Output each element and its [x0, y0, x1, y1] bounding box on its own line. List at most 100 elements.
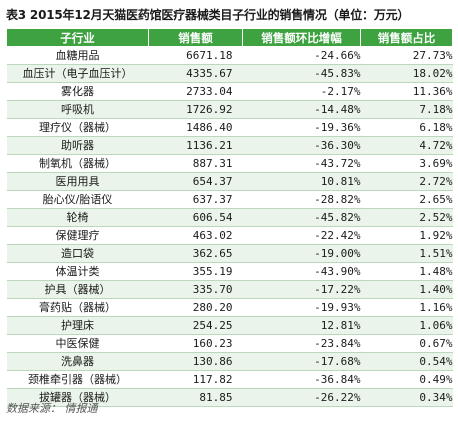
table-row: 中医保健 160.23 -23.84% 0.67% [6, 334, 453, 353]
cell-share: 1.51% [360, 244, 453, 263]
table-row: 助听器 1136.21 -36.30% 4.72% [6, 136, 453, 155]
sales-table: 子行业 销售额 销售额环比增幅 销售额占比 血糖用品 6671.18 -24.66%… [6, 28, 453, 407]
cell-category: 血压计（电子血压计） [6, 64, 149, 83]
cell-sales: 160.23 [148, 334, 243, 353]
cell-category: 护具（器械） [6, 280, 149, 299]
cell-category: 胎心仪/胎语仪 [6, 190, 149, 209]
cell-category: 护理床 [6, 316, 149, 335]
cell-category: 轮椅 [6, 208, 149, 227]
cell-category: 助听器 [6, 136, 149, 155]
cell-share: 0.34% [360, 388, 453, 407]
cell-sales: 335.70 [148, 280, 243, 299]
cell-sales: 362.65 [148, 244, 243, 263]
table-row: 拔罐器（器械） 81.85 -26.22% 0.34% [6, 388, 453, 407]
cell-mom-growth: -43.90% [242, 262, 361, 281]
cell-share: 2.72% [360, 172, 453, 191]
cell-mom-growth: -17.68% [242, 352, 361, 371]
cell-mom-growth: -22.42% [242, 226, 361, 245]
cell-mom-growth: -19.93% [242, 298, 361, 317]
table-row: 血糖用品 6671.18 -24.66% 27.73% [6, 46, 453, 65]
cell-mom-growth: -14.48% [242, 100, 361, 119]
table-row: 医用用具 654.37 10.81% 2.72% [6, 172, 453, 191]
cell-mom-growth: -26.22% [242, 388, 361, 407]
cell-category: 保健理疗 [6, 226, 149, 245]
cell-share: 7.18% [360, 100, 453, 119]
table-header-row: 子行业 销售额 销售额环比增幅 销售额占比 [6, 28, 453, 47]
table-row: 轮椅 606.54 -45.82% 2.52% [6, 208, 453, 227]
cell-category: 洗鼻器 [6, 352, 149, 371]
cell-share: 1.92% [360, 226, 453, 245]
table-row: 造口袋 362.65 -19.00% 1.51% [6, 244, 453, 263]
cell-share: 6.18% [360, 118, 453, 137]
cell-mom-growth: -43.72% [242, 154, 361, 173]
cell-category: 膏药贴（器械） [6, 298, 149, 317]
cell-share: 2.65% [360, 190, 453, 209]
cell-sales: 2733.04 [148, 82, 243, 101]
cell-category: 拔罐器（器械） [6, 388, 149, 407]
cell-sales: 81.85 [148, 388, 243, 407]
cell-share: 2.52% [360, 208, 453, 227]
table-row: 膏药贴（器械） 280.20 -19.93% 1.16% [6, 298, 453, 317]
cell-category: 呼吸机 [6, 100, 149, 119]
table-row: 雾化器 2733.04 -2.17% 11.36% [6, 82, 453, 101]
cell-sales: 355.19 [148, 262, 243, 281]
cell-mom-growth: -36.30% [242, 136, 361, 155]
cell-category: 中医保健 [6, 334, 149, 353]
cell-share: 1.06% [360, 316, 453, 335]
cell-sales: 1486.40 [148, 118, 243, 137]
cell-sales: 654.37 [148, 172, 243, 191]
cell-sales: 606.54 [148, 208, 243, 227]
cell-share: 0.54% [360, 352, 453, 371]
cell-mom-growth: 10.81% [242, 172, 361, 191]
table-row: 理疗仪（器械） 1486.40 -19.36% 6.18% [6, 118, 453, 137]
cell-category: 颈椎牵引器（器械） [6, 370, 149, 389]
cell-share: 3.69% [360, 154, 453, 173]
cell-share: 4.72% [360, 136, 453, 155]
cell-sales: 6671.18 [148, 46, 243, 65]
cell-sales: 280.20 [148, 298, 243, 317]
cell-mom-growth: -45.83% [242, 64, 361, 83]
table-row: 洗鼻器 130.86 -17.68% 0.54% [6, 352, 453, 371]
table-row: 制氧机（器械） 887.31 -43.72% 3.69% [6, 154, 453, 173]
cell-mom-growth: -23.84% [242, 334, 361, 353]
cell-sales: 463.02 [148, 226, 243, 245]
table-row: 保健理疗 463.02 -22.42% 1.92% [6, 226, 453, 245]
cell-sales: 130.86 [148, 352, 243, 371]
data-source-note: 数据来源： 情报通 [6, 402, 98, 415]
cell-mom-growth: -45.82% [242, 208, 361, 227]
cell-share: 11.36% [360, 82, 453, 101]
cell-category: 造口袋 [6, 244, 149, 263]
cell-sales: 887.31 [148, 154, 243, 173]
cell-mom-growth: -2.17% [242, 82, 361, 101]
cell-mom-growth: 12.81% [242, 316, 361, 335]
column-header: 销售额占比 [360, 28, 453, 47]
cell-sales: 637.37 [148, 190, 243, 209]
column-header: 销售额环比增幅 [242, 28, 361, 47]
cell-mom-growth: -17.22% [242, 280, 361, 299]
cell-category: 血糖用品 [6, 46, 149, 65]
table-title: 表3 2015年12月天猫医药馆医疗器械类目子行业的销售情况（单位：万元） [6, 8, 410, 22]
table-row: 血压计（电子血压计） 4335.67 -45.83% 18.02% [6, 64, 453, 83]
cell-sales: 1726.92 [148, 100, 243, 119]
cell-category: 雾化器 [6, 82, 149, 101]
cell-share: 1.48% [360, 262, 453, 281]
cell-sales: 254.25 [148, 316, 243, 335]
cell-share: 18.02% [360, 64, 453, 83]
column-header: 销售额 [148, 28, 243, 47]
table-row: 呼吸机 1726.92 -14.48% 7.18% [6, 100, 453, 119]
table-row: 护具（器械） 335.70 -17.22% 1.40% [6, 280, 453, 299]
cell-mom-growth: -28.82% [242, 190, 361, 209]
cell-share: 27.73% [360, 46, 453, 65]
cell-category: 体温计类 [6, 262, 149, 281]
cell-share: 0.49% [360, 370, 453, 389]
cell-share: 1.40% [360, 280, 453, 299]
cell-category: 医用用具 [6, 172, 149, 191]
table-row: 体温计类 355.19 -43.90% 1.48% [6, 262, 453, 281]
cell-share: 1.16% [360, 298, 453, 317]
cell-sales: 117.82 [148, 370, 243, 389]
cell-mom-growth: -19.00% [242, 244, 361, 263]
cell-sales: 1136.21 [148, 136, 243, 155]
column-header: 子行业 [6, 28, 149, 47]
cell-category: 理疗仪（器械） [6, 118, 149, 137]
cell-mom-growth: -36.84% [242, 370, 361, 389]
